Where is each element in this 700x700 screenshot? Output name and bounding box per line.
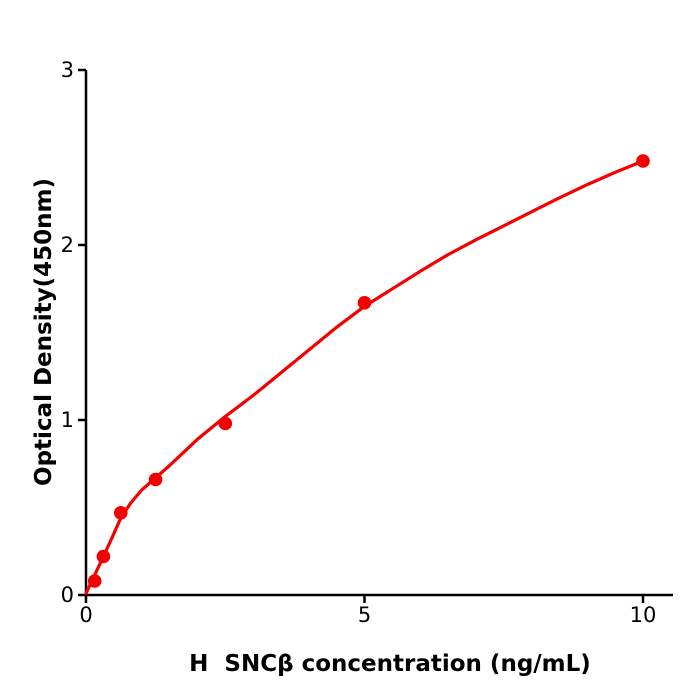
data-point — [148, 472, 163, 487]
x-tick-label: 0 — [79, 603, 93, 627]
data-point — [114, 506, 128, 520]
y-tick-label: 2 — [60, 233, 74, 257]
y-axis-title: Optical Density(450nm) — [31, 178, 57, 486]
y-tick-label: 1 — [60, 408, 74, 432]
data-point — [87, 574, 102, 588]
x-tick-label: 5 — [357, 603, 372, 627]
fit-line — [84, 159, 645, 595]
x-tick-label: 10 — [629, 603, 657, 627]
data-point — [357, 296, 372, 310]
x-axis-title: H SNCβ concentration (ng/mL) — [189, 651, 591, 677]
y-tick-label: 3 — [60, 58, 74, 82]
data-point — [218, 416, 233, 431]
data-point — [636, 154, 650, 168]
data-point — [96, 549, 111, 564]
y-tick-label: 0 — [60, 583, 74, 607]
